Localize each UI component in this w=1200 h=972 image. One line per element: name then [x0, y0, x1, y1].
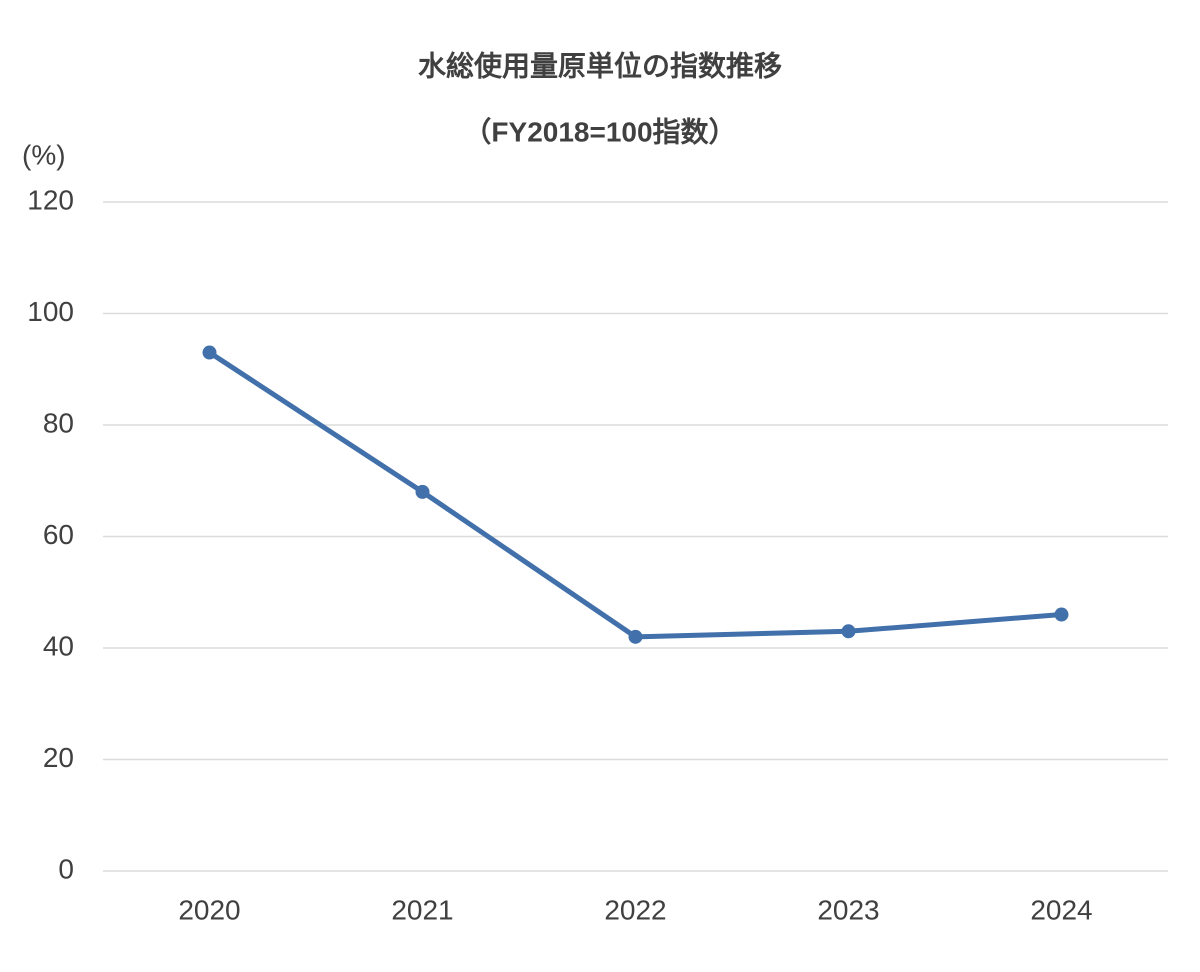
y-tick-label: 40	[43, 630, 74, 661]
x-tick-label: 2022	[604, 894, 666, 925]
marker	[202, 345, 217, 360]
x-tick-label: 2024	[1030, 894, 1092, 925]
marker	[628, 629, 643, 644]
y-tick-label: 120	[27, 184, 74, 215]
y-axis-label: (%)	[22, 139, 66, 170]
marker	[1054, 607, 1069, 622]
y-tick-label: 80	[43, 407, 74, 438]
y-tick-label: 0	[58, 853, 74, 884]
x-tick-label: 2020	[178, 894, 240, 925]
marker	[841, 624, 856, 639]
x-tick-label: 2023	[817, 894, 879, 925]
chart-title: 水総使用量原単位の指数推移	[418, 49, 782, 81]
marker	[415, 484, 430, 499]
x-tick-label: 2021	[391, 894, 453, 925]
chart-subtitle: （FY2018=100指数）	[463, 115, 736, 147]
y-tick-label: 60	[43, 519, 74, 550]
y-tick-label: 20	[43, 742, 74, 773]
y-tick-label: 100	[27, 296, 74, 327]
